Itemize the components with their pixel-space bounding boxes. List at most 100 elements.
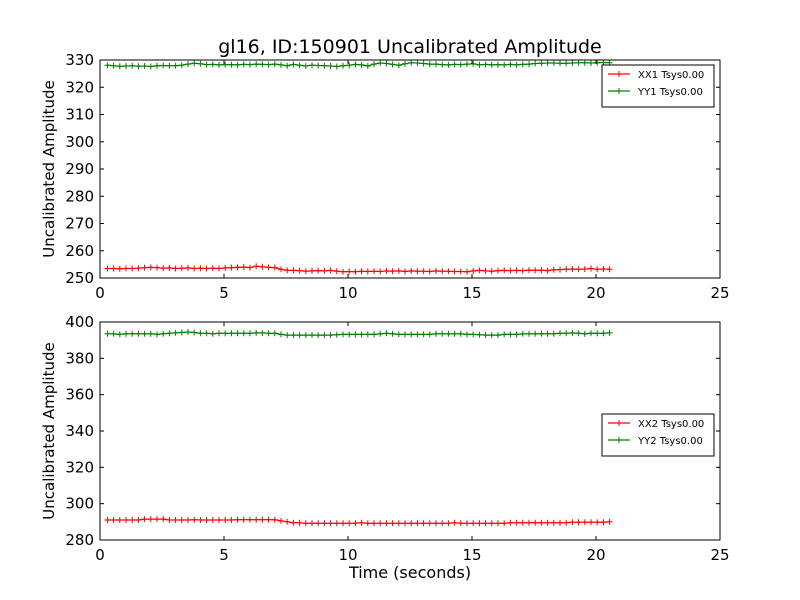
data-point [470, 60, 477, 67]
data-point [234, 61, 241, 68]
y-tick-label: 360 [65, 386, 94, 404]
data-point [222, 330, 229, 337]
data-point [110, 330, 117, 337]
data-point [154, 516, 160, 523]
data-point [240, 264, 247, 271]
data-point [116, 331, 123, 338]
data-point [110, 517, 117, 523]
data-point [395, 520, 402, 527]
data-point [538, 267, 545, 274]
data-point [197, 517, 204, 523]
data-point [513, 519, 520, 526]
data-point [302, 520, 309, 527]
y-tick-label: 250 [65, 269, 94, 287]
data-point [538, 330, 545, 337]
data-point [501, 520, 508, 527]
data-point [563, 266, 570, 273]
data-point [147, 264, 154, 271]
data-point [265, 516, 272, 523]
series-markers-2-1 [104, 516, 613, 527]
data-point [600, 266, 607, 272]
data-point [426, 268, 433, 275]
data-point [575, 519, 582, 526]
data-point [203, 265, 210, 272]
data-point [147, 63, 154, 70]
data-point [445, 61, 452, 68]
data-point [507, 519, 514, 526]
data-point [172, 517, 179, 523]
data-point [172, 265, 179, 272]
data-point [259, 516, 266, 523]
data-point [420, 268, 427, 275]
data-point [191, 516, 198, 523]
data-point [333, 268, 340, 275]
data-point [557, 266, 563, 273]
data-point [234, 264, 241, 271]
data-point [178, 265, 185, 272]
data-point [371, 331, 377, 338]
data-point [451, 61, 458, 68]
data-point [364, 63, 371, 69]
data-point [519, 330, 526, 337]
x-tick-label: 5 [219, 284, 229, 302]
y-tick-label: 320 [65, 458, 94, 476]
data-point [482, 520, 489, 527]
series-markers-2-2 [104, 329, 613, 339]
data-point [408, 520, 415, 527]
series-line-1-2 [107, 61, 610, 68]
data-point [538, 60, 545, 67]
data-point [433, 267, 439, 274]
lower-plot-panel: 0 5 10 15 20 25 280 300 320 340 360 380 400 Uncalibra… [40, 313, 730, 564]
data-point [550, 330, 557, 337]
data-point [203, 61, 210, 68]
data-point [507, 61, 514, 68]
y-tick-label: 340 [65, 422, 94, 440]
x-axis-label: Time (seconds) [348, 563, 471, 582]
data-point [346, 331, 353, 338]
data-point [581, 266, 588, 272]
data-point [123, 265, 129, 272]
data-point [315, 267, 322, 274]
data-point [116, 63, 123, 70]
data-point [445, 330, 452, 337]
data-point [420, 520, 427, 527]
data-point [309, 520, 315, 527]
legend-label: XX2 Tsys0.00 [638, 419, 704, 430]
x-tick-label: 15 [462, 546, 481, 564]
data-point [141, 330, 148, 337]
data-point [104, 517, 111, 523]
data-point [278, 61, 284, 68]
data-point [247, 61, 253, 68]
data-point [600, 519, 607, 526]
data-point [433, 330, 439, 337]
data-point [588, 330, 594, 337]
data-point [519, 267, 526, 274]
data-point [476, 331, 483, 338]
data-point [544, 60, 551, 66]
data-point [166, 330, 173, 337]
legend-marker [616, 420, 622, 426]
data-point [358, 268, 365, 275]
legend-label: YY1 Tsys0.00 [637, 87, 703, 98]
data-point [222, 517, 229, 523]
data-point [259, 263, 266, 270]
data-point [129, 265, 136, 272]
data-point [209, 517, 216, 523]
data-point [358, 519, 365, 526]
data-point [389, 330, 396, 337]
data-point [209, 265, 216, 272]
data-point [544, 519, 551, 526]
y-tick-label: 380 [65, 349, 94, 367]
data-point [278, 331, 284, 338]
data-point [129, 330, 136, 337]
data-point [581, 330, 588, 337]
legend: XX2 Tsys0.00 YY2 Tsys0.00 [601, 413, 715, 457]
data-point [513, 331, 520, 338]
data-point [253, 263, 260, 270]
data-point [160, 330, 167, 337]
data-point [569, 519, 576, 526]
data-point [327, 63, 334, 69]
data-point [594, 519, 601, 526]
data-point [321, 332, 328, 339]
data-point [247, 330, 253, 337]
